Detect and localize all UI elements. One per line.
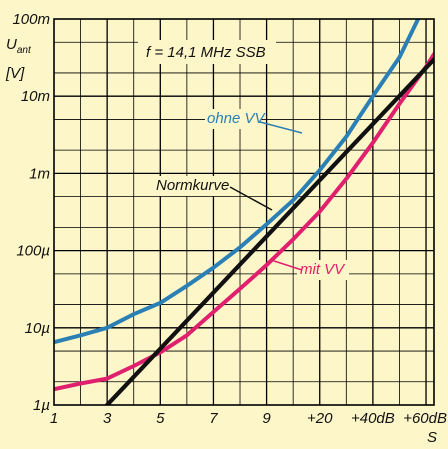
x-axis-title: S (427, 429, 437, 446)
series-line-ohne-vv (54, 19, 421, 345)
condition-label: f = 14,1 MHz SSB (146, 44, 266, 61)
tick-labels: 1µ 10µ 100µ 1m 10m 100m 1 3 5 7 9 +20 +40dB +60dB (12, 11, 447, 427)
x-tick-label: 5 (156, 410, 165, 427)
series-label-mit-vv: mit VV (300, 261, 346, 278)
series-label-ohne-vv: ohne VV (207, 110, 267, 127)
series-layer (54, 19, 434, 405)
series-label-box-ohne-vv (205, 109, 261, 129)
series-label-leader-mit-vv (270, 259, 303, 271)
series-label-box-normkurve (153, 176, 231, 196)
y-tick-label: 10m (21, 88, 50, 105)
series-labels: ohne VV mit VV Normkurve (153, 109, 349, 280)
x-tick-label: 9 (262, 410, 271, 427)
y-tick-label: 100m (12, 11, 50, 28)
series-label-normkurve: Normkurve (156, 177, 229, 194)
series-line-normkurve (105, 57, 434, 405)
x-tick-label: +60dB (403, 410, 447, 427)
y-axis-unit: [V] (5, 65, 25, 82)
condition-label-box (138, 40, 276, 64)
plot-frame (53, 18, 435, 406)
x-tick-label: 3 (103, 410, 112, 427)
y-tick-label: 1m (29, 165, 50, 182)
x-tick-label: +40dB (351, 410, 395, 427)
x-tick-label: 1 (50, 410, 58, 427)
series-label-leader-normkurve (229, 186, 273, 211)
x-tick-label: +20 (307, 410, 333, 427)
x-tick-label: 7 (209, 410, 218, 427)
y-axis-title: Uant[V] (0, 29, 52, 87)
y-tick-label: 1µ (33, 397, 50, 414)
y-axis-title-box (0, 29, 52, 87)
series-line-mit-vv (54, 52, 434, 392)
series-label-box-mit-vv (297, 260, 349, 280)
y-axis-title-subscript: ant (17, 45, 32, 56)
y-tick-label: 10µ (25, 320, 50, 337)
series-label-leader-ohne-vv (259, 121, 303, 134)
y-tick-label: 100µ (16, 243, 50, 260)
